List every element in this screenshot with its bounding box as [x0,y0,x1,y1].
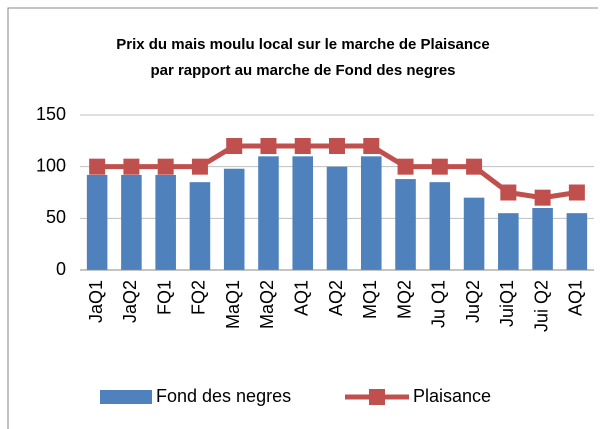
line-marker [89,158,106,175]
x-tick-label: AQ2 [326,280,346,316]
bar [360,156,382,270]
legend-swatch [100,390,152,404]
bar [395,179,416,270]
y-tick-label: 150 [36,104,66,124]
y-tick-label: 0 [56,259,66,279]
line-marker [466,158,483,175]
line-marker [157,158,174,175]
line-marker [500,184,517,201]
bar [223,168,245,270]
x-tick-label: Jui Q2 [531,280,551,332]
bar [258,156,279,270]
x-tick-label: JuiQ1 [497,280,517,327]
line-marker [123,158,140,175]
x-tick-label: JaQ2 [120,280,140,323]
y-tick-label: 50 [46,207,66,227]
x-tick-label: FQ1 [154,280,174,315]
bar [155,174,176,270]
line-marker [568,184,585,201]
line-marker [294,138,311,154]
x-tick-label: MaQ2 [257,280,277,329]
line-marker [226,138,243,154]
bar [326,166,348,270]
x-tick-label: FQ2 [189,280,209,315]
x-tick-label: JaQ1 [86,280,106,323]
line-marker [329,138,345,154]
x-tick-label: JuQ2 [463,280,483,323]
legend-label: Fond des negres [156,386,291,406]
bar [498,213,519,270]
y-tick-label: 100 [36,155,66,175]
bar [532,208,553,270]
x-tick-label: MaQ1 [223,280,243,329]
legend-swatch [369,389,385,405]
x-tick-label: MQ1 [360,280,380,319]
frame [7,7,598,429]
bar [463,197,485,270]
chart-title: par rapport au marche de Fond des negres [150,62,455,79]
x-tick-label: Ju Q1 [429,280,449,328]
line-marker [260,138,277,154]
bar [292,156,314,270]
line-marker [363,138,380,154]
line-marker [534,189,551,206]
line-marker [431,158,448,175]
chart-title: Prix du mais moulu local sur le marche d… [116,36,489,53]
bar [429,182,451,270]
x-tick-label: MQ2 [394,280,414,319]
x-tick-label: AQ1 [566,280,586,316]
bar [566,213,588,270]
bar [121,174,142,270]
bar [189,182,211,270]
line-marker [191,158,208,175]
x-tick-label: AQ1 [291,280,311,316]
line-marker [397,158,414,175]
bar [86,174,108,270]
legend-label: Plaisance [413,386,491,406]
